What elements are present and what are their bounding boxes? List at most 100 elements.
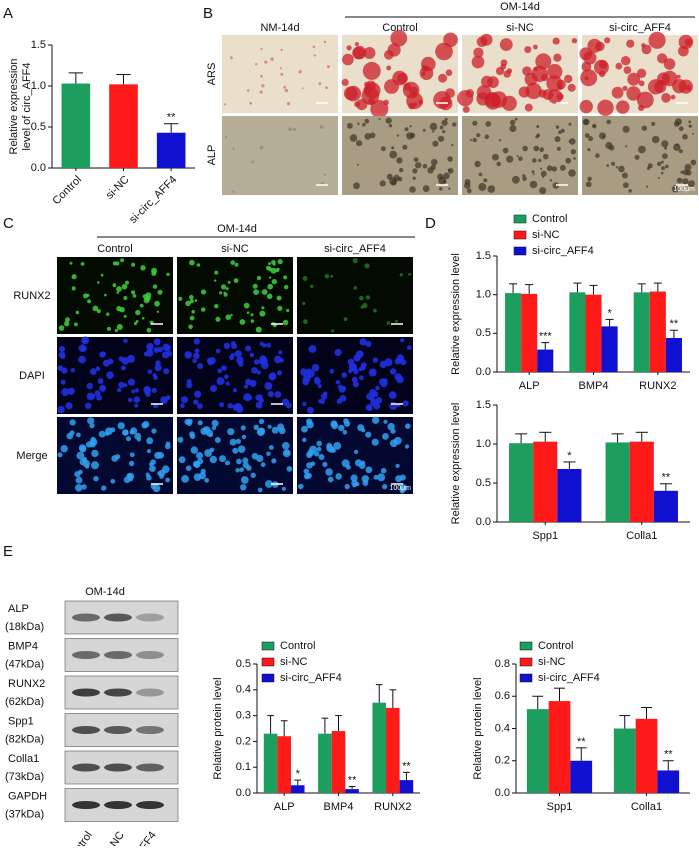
micrograph-cell <box>76 432 81 438</box>
micrograph-cell <box>623 182 629 189</box>
panel-letter: C <box>3 215 14 232</box>
micrograph-cell <box>415 162 422 169</box>
bar <box>665 337 682 372</box>
micrograph-cell <box>283 85 287 89</box>
blot-column: si-NC <box>101 829 127 846</box>
micrograph-cell <box>112 261 117 266</box>
micrograph-cell <box>437 173 444 180</box>
micrograph-cell <box>553 53 562 62</box>
blot-band <box>104 688 132 697</box>
micrograph-cell <box>191 310 195 314</box>
micrograph-cell <box>283 275 288 280</box>
blot-protein: Colla1 <box>8 753 39 765</box>
micrograph-cell <box>308 345 317 353</box>
micrograph-cell <box>356 99 368 111</box>
micrograph-cell <box>386 65 392 71</box>
x-tick-label: Spp1 <box>532 530 558 542</box>
micrograph-cell <box>347 122 353 129</box>
micrograph-cell <box>286 102 291 106</box>
micrograph-cell <box>197 458 204 465</box>
micrograph-cell <box>214 279 217 282</box>
micrograph-cell <box>388 124 393 128</box>
micrograph-cell <box>350 474 358 482</box>
micrograph-cell <box>151 387 157 393</box>
micrograph-cell <box>359 295 364 301</box>
micrograph-cell <box>264 382 273 390</box>
y-tick-label: 0.2 <box>495 755 510 767</box>
bar <box>386 707 400 793</box>
y-tick-label: 1.5 <box>476 399 491 411</box>
micrograph-cell <box>462 106 470 113</box>
bar <box>635 718 658 793</box>
micrograph-cell <box>118 381 125 389</box>
micrograph-cell <box>676 177 683 184</box>
micrograph-cell <box>648 79 664 95</box>
micrograph-cell <box>165 395 171 400</box>
micrograph-cell <box>599 132 606 140</box>
blot-band <box>136 651 164 659</box>
micrograph-cell <box>352 381 359 388</box>
micrograph-cell <box>149 465 156 472</box>
bar <box>505 293 522 372</box>
micrograph-cell <box>261 361 269 370</box>
micrograph-cell <box>65 317 70 323</box>
micrograph-cell <box>379 378 387 386</box>
significance-label: * <box>296 768 301 780</box>
micrograph-cell <box>352 46 365 60</box>
micrograph-cell <box>341 459 350 468</box>
micrograph-cell <box>243 302 250 309</box>
micrograph-cell <box>615 166 619 169</box>
micrograph-cell <box>344 483 350 490</box>
micrograph-cell <box>539 187 547 195</box>
micrograph-cell <box>100 273 104 277</box>
micrograph-cell <box>593 59 609 75</box>
micrograph-cell <box>538 158 542 163</box>
micrograph-cell <box>121 365 126 371</box>
micrograph-cell <box>540 170 547 177</box>
scale-bar-label: 100μm <box>389 485 411 492</box>
micrograph-cell <box>240 484 247 491</box>
y-tick-label: 0.0 <box>236 787 251 799</box>
micrograph-cell <box>399 167 404 173</box>
x-tick-label: Control <box>50 174 84 208</box>
micrograph-cell <box>334 348 342 357</box>
micrograph-cell <box>200 468 206 474</box>
micrograph-cell <box>569 138 576 145</box>
micrograph-cell <box>313 54 316 57</box>
micrograph-cell <box>636 91 654 109</box>
micrograph-cell <box>472 137 477 143</box>
micrograph-cell <box>125 280 129 285</box>
column-label: si-NC <box>506 22 534 34</box>
micrograph-cell <box>319 125 324 129</box>
micrograph-cell <box>360 460 366 465</box>
micrograph-cell <box>341 78 349 86</box>
micrograph-cell <box>422 128 426 132</box>
micrograph-cell <box>204 477 210 483</box>
micrograph-cell <box>337 384 343 390</box>
micrograph-cell <box>357 122 360 126</box>
micrograph-cell <box>310 284 314 289</box>
micrograph-cell <box>159 474 164 479</box>
micrograph-cell <box>110 478 116 484</box>
micrograph-cell <box>318 454 325 460</box>
blot-band <box>72 726 100 734</box>
micrograph-cell <box>565 157 572 164</box>
micrograph-cell <box>130 427 138 435</box>
micrograph-cell <box>106 371 114 380</box>
micrograph-cell <box>540 73 549 82</box>
micrograph-cell <box>282 442 290 450</box>
significance-label: * <box>567 450 572 462</box>
micrograph-cell <box>678 149 683 154</box>
micrograph-cell <box>688 120 692 124</box>
micrograph-cell <box>214 304 219 309</box>
micrograph-cell <box>268 445 274 450</box>
micrograph-cell <box>595 153 600 158</box>
bar <box>277 736 291 793</box>
micrograph-cell <box>306 462 313 469</box>
micrograph-cell <box>394 358 402 365</box>
micrograph-cell <box>465 89 475 98</box>
micrograph-cell <box>623 66 632 74</box>
row-label: ARS <box>206 63 218 86</box>
blot-protein: RUNX2 <box>8 678 45 690</box>
micrograph-cell <box>377 473 386 482</box>
